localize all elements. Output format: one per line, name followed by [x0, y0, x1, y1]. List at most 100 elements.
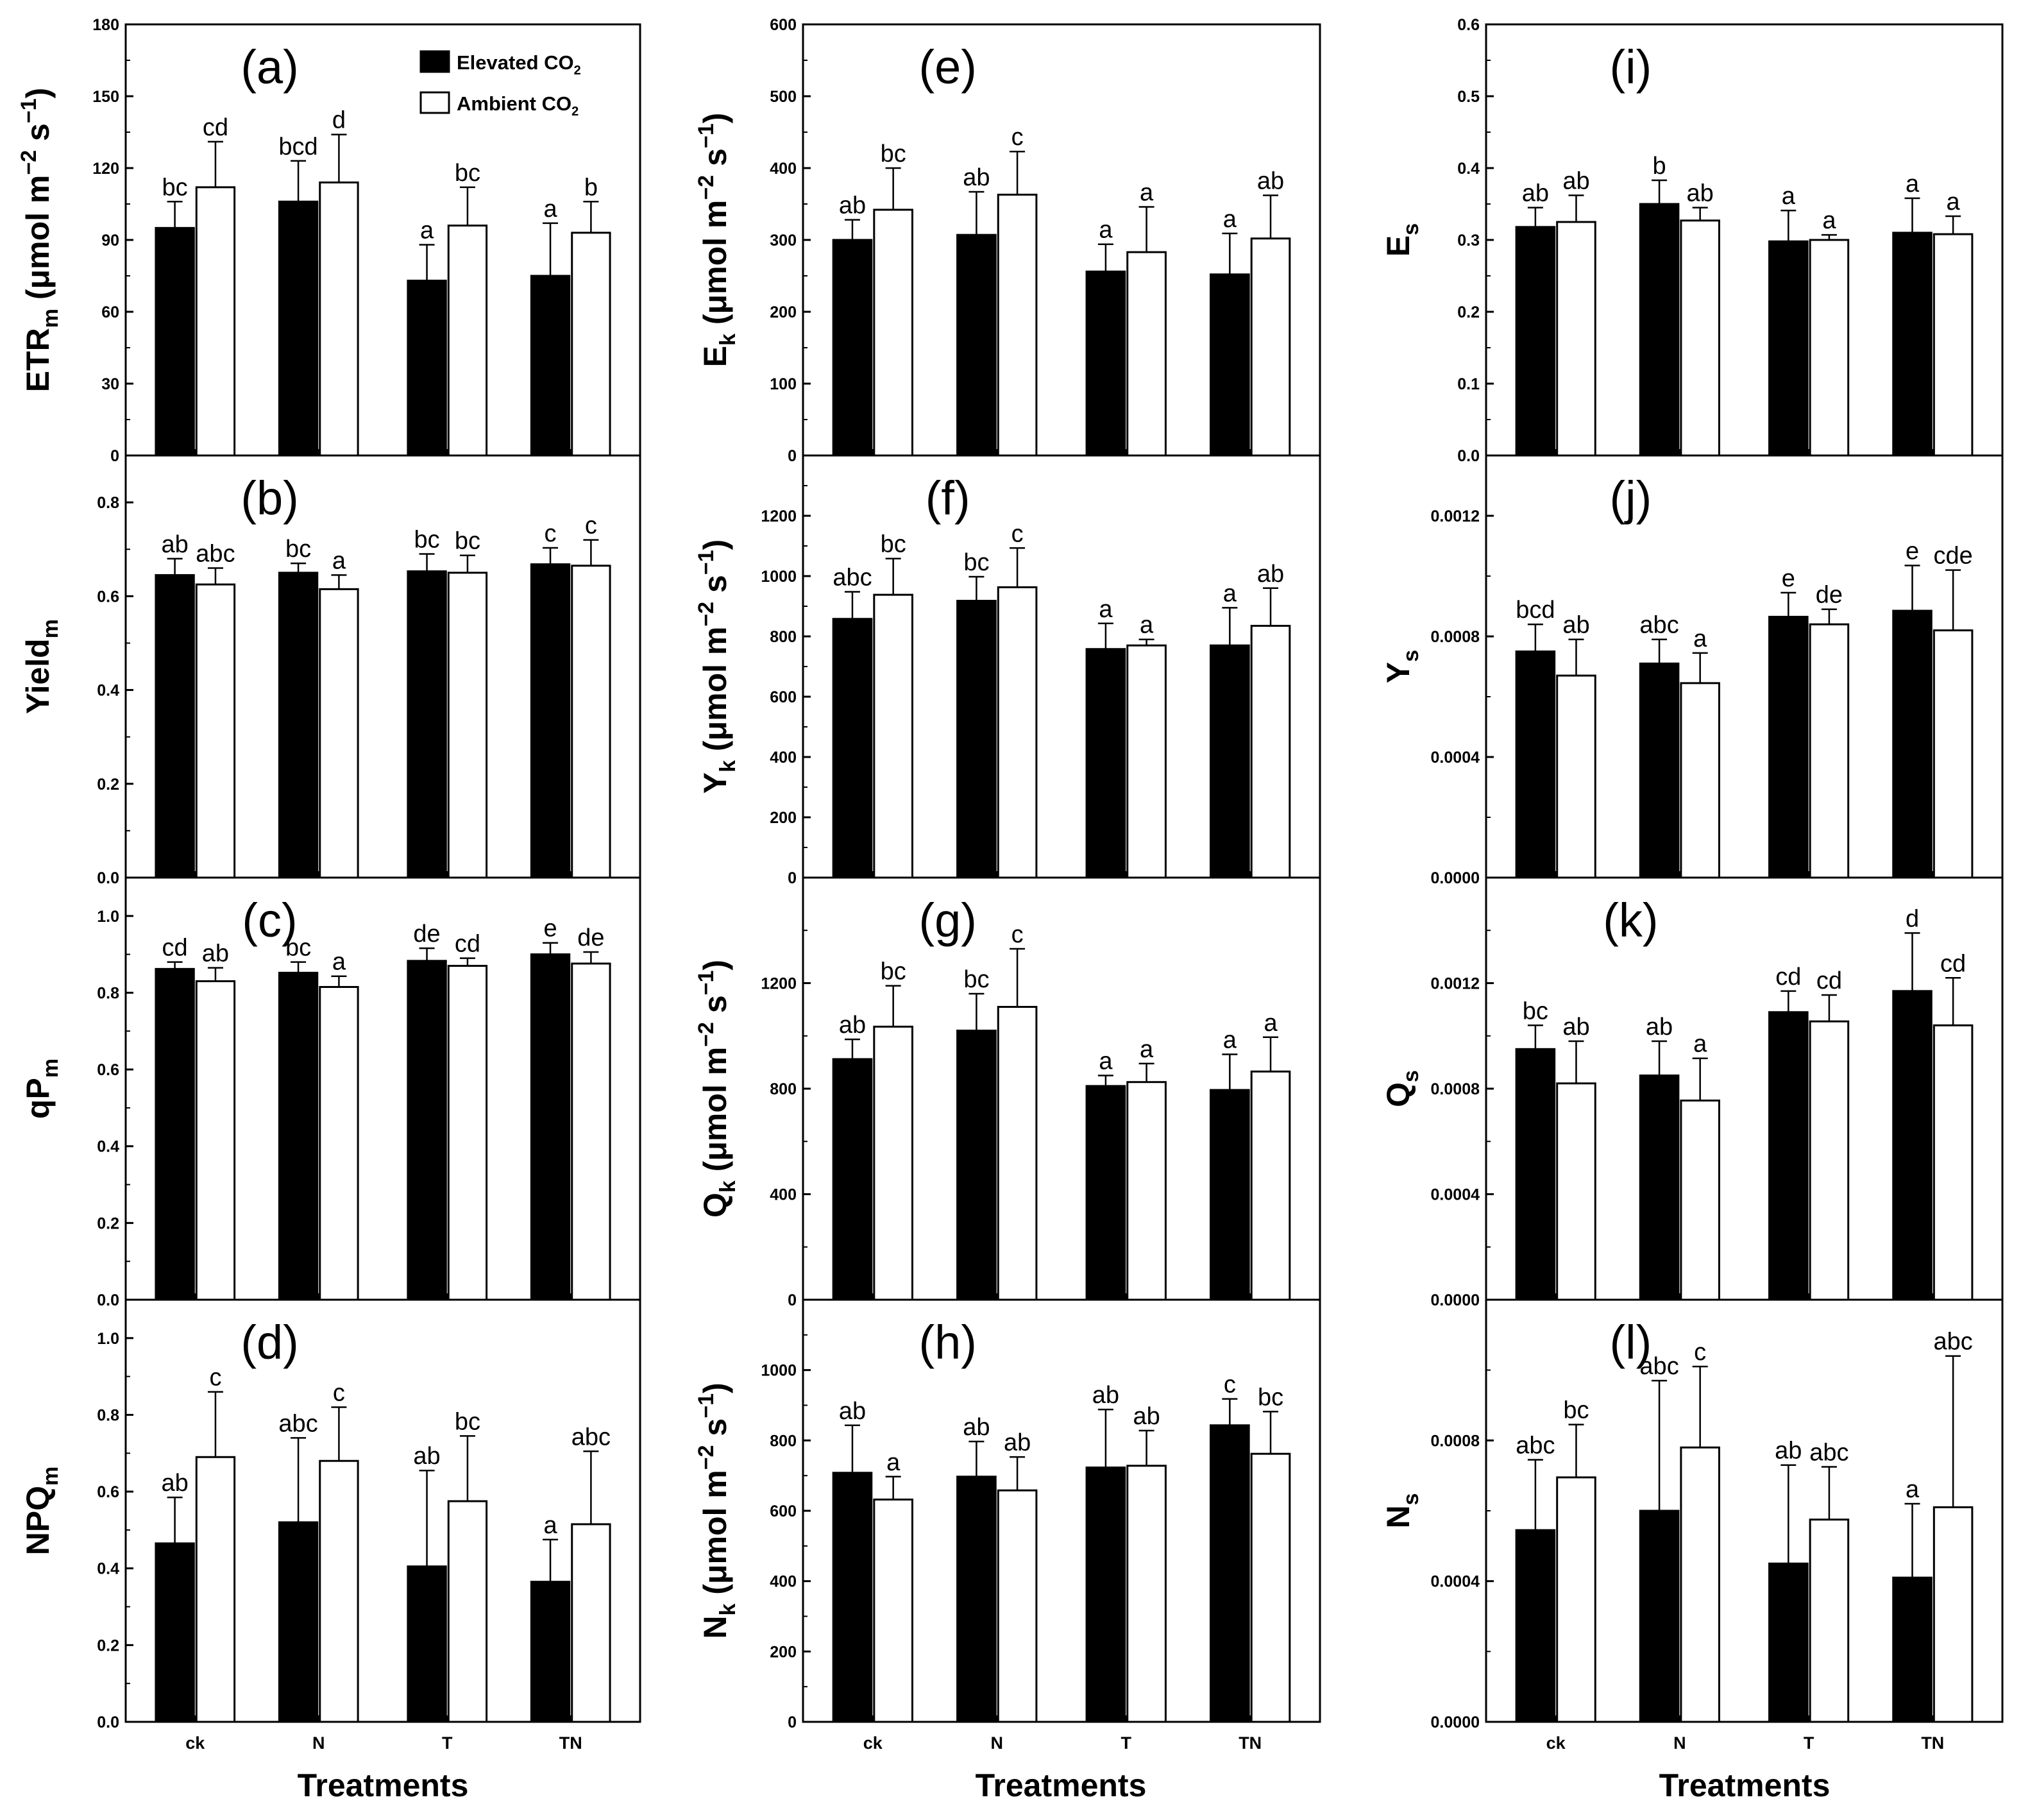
bar-elevated-N — [278, 572, 319, 879]
y-axis-title: Nk (μmol m−2 s−1) — [694, 1382, 740, 1638]
significance-letter: bc — [455, 160, 480, 187]
y-tick-label: 100 — [770, 375, 797, 393]
significance-letter: e — [543, 915, 557, 942]
x-tick-label: T — [1121, 1733, 1132, 1753]
significance-letter: bcd — [278, 133, 317, 160]
bar-ambient-TN — [1932, 1024, 1974, 1301]
panel-label: (g) — [918, 894, 976, 947]
y-tick-label: 0.0008 — [1431, 1432, 1480, 1450]
significance-letter: d — [332, 107, 346, 134]
significance-letter: a — [886, 1449, 901, 1476]
bar-elevated-TN — [1892, 1576, 1932, 1723]
y-tick-label: 0.6 — [97, 1061, 119, 1079]
significance-letter: ab — [839, 1398, 866, 1425]
panel-label: (l) — [1610, 1316, 1652, 1369]
significance-letter: ab — [1646, 1014, 1673, 1041]
x-tick-label: N — [312, 1733, 325, 1753]
significance-letter: ab — [1257, 561, 1284, 588]
significance-letter: c — [333, 1379, 345, 1406]
y-tick-label: 0 — [788, 1291, 797, 1309]
y-tick-label: 0.0012 — [1431, 975, 1480, 993]
y-tick-label: 300 — [770, 232, 797, 250]
y-tick-label: 0.2 — [97, 1637, 119, 1654]
y-axis-title: Ys — [1380, 650, 1423, 683]
x-tick-label: N — [1673, 1733, 1686, 1753]
bar-elevated-TN — [1892, 232, 1932, 457]
bar-ambient-T — [447, 572, 488, 879]
significance-letter: cd — [455, 931, 480, 958]
x-tick-label: TN — [559, 1733, 582, 1753]
y-axis-title: Ek (μmol m−2 s−1) — [694, 113, 740, 368]
significance-letter: bc — [1563, 1397, 1589, 1424]
bar-elevated-TN — [530, 1581, 571, 1723]
bar-elevated-TN — [1892, 990, 1932, 1301]
significance-letter: ab — [1562, 168, 1589, 195]
bar-elevated-ck — [1515, 1529, 1556, 1723]
significance-letter: a — [1947, 189, 1961, 216]
significance-letter: a — [332, 949, 346, 976]
significance-letter: ab — [1687, 180, 1714, 207]
significance-letter: ab — [161, 531, 188, 558]
y-tick-label: 0.0 — [97, 1714, 119, 1731]
bar-elevated-N — [278, 200, 319, 457]
significance-letter: a — [543, 1512, 557, 1539]
significance-letter: a — [1140, 1036, 1154, 1063]
bar-elevated-T — [407, 279, 447, 457]
y-tick-label: 600 — [770, 1502, 797, 1520]
bar-elevated-T — [1768, 615, 1809, 879]
bar-ambient-T — [447, 965, 488, 1301]
bar-elevated-N — [956, 234, 997, 457]
bar-ambient-TN — [1250, 237, 1291, 457]
y-axis-title: Qk (μmol m−2 s−1) — [694, 960, 740, 1218]
panel-label: (a) — [241, 40, 298, 94]
significance-letter: de — [577, 924, 604, 951]
y-tick-label: 400 — [770, 749, 797, 767]
y-tick-label: 800 — [770, 628, 797, 646]
panel-b: 0.00.20.40.60.8ab abc bc abc bc c c(b)Yieldm — [20, 454, 641, 887]
panel-label: (i) — [1610, 40, 1652, 94]
bar-ambient-ck — [1556, 674, 1596, 879]
significance-letter: bc — [414, 527, 440, 554]
y-tick-label: 0.0008 — [1431, 628, 1480, 646]
y-tick-label: 0.3 — [1457, 232, 1480, 250]
bar-ambient-TN — [1932, 233, 1974, 457]
panel-label: (b) — [241, 472, 298, 525]
bar-ambient-TN — [571, 565, 611, 879]
bar-elevated-T — [1085, 1467, 1126, 1723]
y-tick-label: 0.2 — [97, 776, 119, 794]
significance-letter: abc — [1809, 1439, 1848, 1466]
y-tick-label: 0.8 — [97, 984, 119, 1002]
bar-ambient-ck — [873, 208, 913, 457]
x-tick-label: TN — [1921, 1733, 1944, 1753]
significance-letter: a — [1223, 1027, 1237, 1054]
x-axis-title-col2: Treatments — [976, 1767, 1147, 1803]
bar-ambient-TN — [1932, 629, 1974, 879]
y-tick-label: 200 — [770, 809, 797, 827]
bar-elevated-T — [1085, 1085, 1126, 1301]
significance-letter: e — [1906, 538, 1919, 565]
bar-elevated-ck — [832, 618, 873, 879]
bar-ambient-ck — [873, 1025, 913, 1301]
y-tick-label: 800 — [770, 1080, 797, 1098]
y-tick-label: 0 — [788, 869, 797, 887]
significance-letter: ab — [1562, 1014, 1589, 1041]
y-tick-label: 0 — [110, 447, 119, 465]
significance-letter: a — [1693, 625, 1707, 652]
y-tick-label: 180 — [92, 16, 119, 34]
bar-ambient-N — [1680, 1100, 1720, 1301]
significance-letter: abc — [571, 1424, 611, 1450]
bar-ambient-T — [1126, 1465, 1167, 1723]
significance-letter: a — [420, 217, 434, 244]
significance-letter: cd — [1816, 967, 1842, 994]
significance-letter: a — [543, 196, 557, 223]
bar-elevated-TN — [530, 953, 571, 1301]
panel-label: (e) — [918, 40, 976, 94]
bar-elevated-N — [956, 600, 997, 879]
x-axis-title-col1: Treatments — [298, 1767, 469, 1803]
significance-letter: bc — [1258, 1384, 1283, 1411]
y-tick-label: 0.0004 — [1431, 749, 1480, 767]
